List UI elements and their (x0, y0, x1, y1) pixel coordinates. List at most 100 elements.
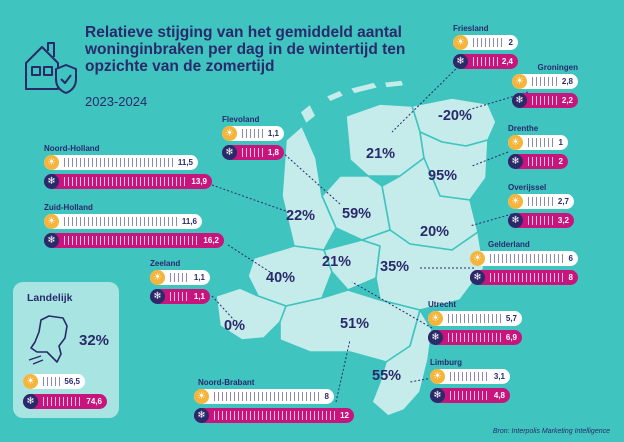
summer-bar: ☀ 11,5 (44, 155, 198, 170)
winter-bar: ❄ 12 (194, 408, 354, 423)
sun-icon: ☀ (428, 311, 443, 326)
province-card-limburg: Limburg ☀ 3,1 ❄ 4,8 (430, 358, 510, 407)
house-icons (64, 217, 178, 226)
winter-bar: ❄ 4,8 (430, 388, 510, 403)
winter-value: 2 (558, 157, 563, 166)
province-name: Noord-Holland (44, 144, 100, 153)
winter-bar: ❄ 2 (508, 154, 568, 169)
province-card-groningen: Groningen ☀ 2,8 ❄ 2,2 (512, 63, 578, 112)
house-icons (450, 372, 490, 381)
province-card-friesland: Friesland ☀ 2 ❄ 2,4 (453, 24, 518, 73)
leader-groningen (467, 91, 529, 111)
house-icons (528, 197, 554, 206)
winter-value: 1,8 (267, 148, 279, 157)
national-winter-bar: ❄ 74,6 (23, 394, 107, 409)
national-label: Landelijk (27, 292, 73, 304)
house-icons (490, 273, 565, 282)
national-increase: 32% (79, 332, 110, 349)
summer-bar: ☀ 6 (470, 251, 578, 266)
snowflake-icon: ❄ (508, 154, 523, 169)
province-name: Flevoland (222, 115, 260, 124)
province-name: Utrecht (428, 300, 457, 309)
winter-value: 1,1 (193, 292, 205, 301)
region-flevoland (321, 175, 391, 241)
summer-value: 3,1 (493, 372, 505, 381)
province-card-utrecht: Utrecht ☀ 5,7 ❄ 6,9 (428, 300, 522, 349)
pct-noord-holland: 22% (286, 208, 316, 224)
winter-bar: ❄ 3,2 (508, 213, 574, 228)
house-icons (242, 129, 264, 138)
house-icons (528, 157, 555, 166)
summer-value: 1 (558, 138, 563, 147)
snowflake-icon: ❄ (428, 330, 443, 345)
winter-bar: ❄ 2,4 (453, 54, 518, 69)
house-icons (214, 411, 337, 420)
house-icons (473, 57, 498, 66)
winter-value: 3,2 (557, 216, 569, 225)
province-name: Friesland (453, 24, 489, 33)
winter-bar: ❄ 6,9 (428, 330, 522, 345)
leader-zeeland (211, 295, 235, 321)
province-name: Drenthe (508, 124, 539, 133)
summer-bar: ☀ 1 (508, 135, 568, 150)
summer-bar: ☀ 2,7 (508, 194, 574, 209)
house-icons (528, 138, 555, 147)
snowflake-icon: ❄ (150, 289, 165, 304)
winter-value: 13,9 (191, 177, 207, 186)
winter-bar: ❄ 2,2 (512, 93, 578, 108)
winter-value: 2,2 (561, 96, 573, 105)
chart-title: Relatieve stijging van het gemiddeld aan… (85, 24, 406, 75)
region-noord-holland (281, 125, 337, 251)
summer-value: 11,6 (181, 217, 197, 226)
province-card-noord-brabant: Noord-Brabant ☀ 8 ❄ 12 (194, 378, 354, 427)
leader-overijssel (469, 213, 513, 227)
winter-value: 2,4 (501, 57, 513, 66)
summer-value: 5,7 (505, 314, 517, 323)
region-friesland (345, 103, 425, 177)
leader-utrecht (351, 281, 433, 329)
house-icons (170, 292, 190, 301)
island-ameland (383, 79, 405, 89)
snowflake-icon: ❄ (512, 93, 527, 108)
house-icons (242, 148, 264, 157)
summer-bar: ☀ 2,8 (512, 74, 578, 89)
house-icons (450, 391, 490, 400)
pct-zeeland: 0% (224, 318, 245, 334)
snowflake-icon: ❄ (44, 233, 59, 248)
pct-noord-brabant: 51% (340, 316, 370, 332)
summer-bar: ☀ 5,7 (428, 311, 522, 326)
sun-icon: ☀ (453, 35, 468, 50)
snowflake-icon: ❄ (23, 394, 38, 409)
province-name: Groningen (537, 63, 578, 72)
winter-bar: ❄ 16,2 (44, 233, 224, 248)
house-icons (64, 236, 200, 245)
pct-limburg: 55% (372, 368, 402, 384)
pct-friesland: 21% (366, 146, 396, 162)
leader-zuid-holland (227, 244, 271, 273)
sun-icon: ☀ (512, 74, 527, 89)
winter-value: 16,2 (203, 236, 219, 245)
province-card-overijssel: Overijssel ☀ 2,7 ❄ 3,2 (508, 183, 574, 232)
national-winter-value: 74,6 (86, 397, 102, 406)
pct-groningen: -20% (438, 108, 472, 124)
island-texel (299, 103, 317, 125)
province-card-gelderland: Gelderland ☀ 6 ❄ 8 (470, 240, 578, 289)
pct-gelderland: 35% (380, 259, 410, 275)
winter-bar: ❄ 1,1 (150, 289, 210, 304)
pct-utrecht: 21% (322, 254, 352, 270)
pct-flevoland: 59% (342, 206, 372, 222)
province-name: Overijssel (508, 183, 547, 192)
leader-noord-holland (211, 184, 295, 215)
sun-icon: ☀ (23, 374, 38, 389)
netherlands-outline-icon (28, 315, 68, 365)
snowflake-icon: ❄ (470, 270, 485, 285)
summer-value: 1,1 (267, 129, 279, 138)
province-name: Zeeland (150, 259, 181, 268)
region-limburg (371, 309, 433, 417)
national-summer-bar: ☀ 56,5 (23, 374, 85, 389)
sun-icon: ☀ (222, 126, 237, 141)
island-terschelling (349, 81, 379, 95)
house-icons (64, 158, 174, 167)
